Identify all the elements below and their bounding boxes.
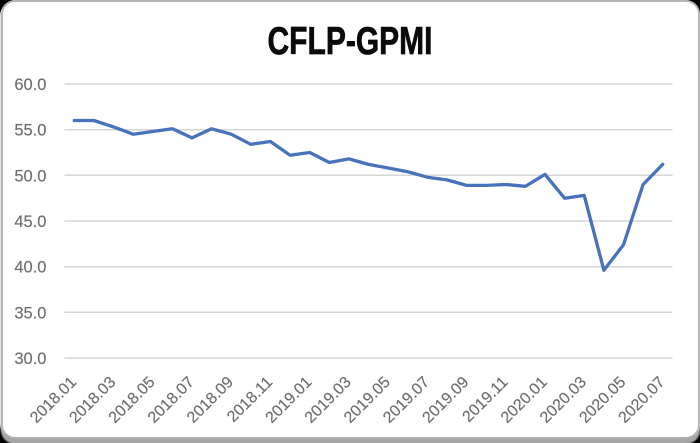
svg-text:50.0: 50.0 bbox=[14, 167, 46, 185]
svg-text:60.0: 60.0 bbox=[14, 76, 46, 94]
svg-text:55.0: 55.0 bbox=[14, 122, 46, 140]
svg-text:40.0: 40.0 bbox=[14, 259, 46, 277]
svg-text:CFLP-GPMI: CFLP-GPMI bbox=[268, 20, 433, 63]
svg-text:35.0: 35.0 bbox=[14, 304, 46, 322]
svg-text:45.0: 45.0 bbox=[14, 213, 46, 231]
svg-text:30.0: 30.0 bbox=[14, 350, 46, 368]
